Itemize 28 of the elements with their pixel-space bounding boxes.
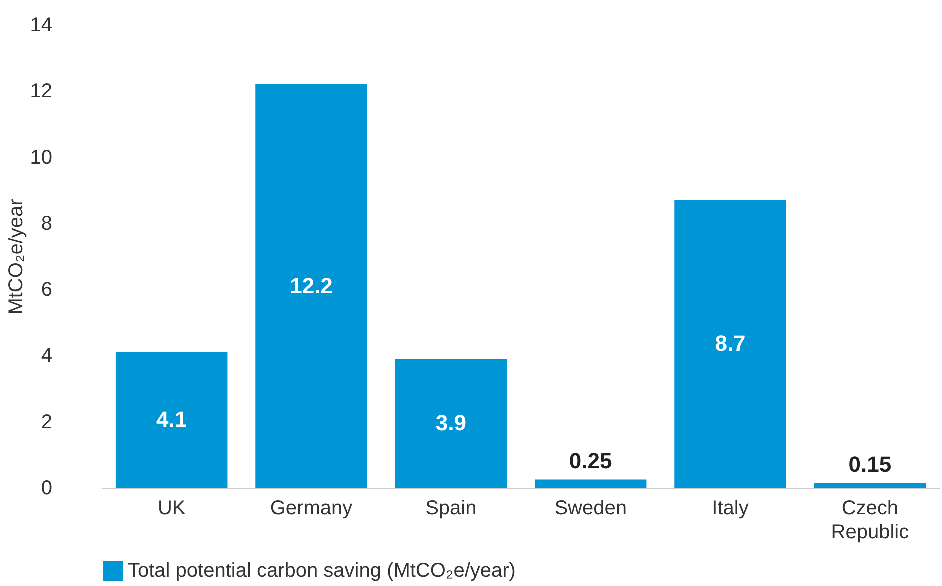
bar [256, 84, 368, 488]
y-tick-label: 0 [41, 478, 52, 500]
y-tick-label: 6 [41, 279, 52, 302]
bar [534, 480, 647, 488]
y-tick-label: 2 [41, 411, 52, 434]
data-label: 0.25 [569, 448, 612, 474]
y-tick-label: 8 [41, 212, 52, 235]
data-label: 3.9 [436, 410, 466, 436]
data-label: 4.1 [156, 407, 188, 432]
x-tick-label: Italy [712, 498, 749, 520]
x-tick-label: Spain [426, 498, 477, 520]
data-label: 8.7 [715, 331, 746, 356]
data-label: 0.15 [848, 452, 892, 478]
bar [674, 200, 786, 488]
y-tick-label: 10 [30, 146, 52, 169]
bar [395, 359, 508, 488]
bar [116, 352, 228, 488]
y-axis-title: MtCO₂e/year [5, 198, 28, 315]
y-tick-label: 12 [30, 80, 52, 103]
legend-label: Total potential carbon saving (MtCO₂e/year) [128, 560, 516, 582]
y-tick-label: 14 [30, 14, 52, 36]
x-tick-label: Sweden [554, 498, 627, 520]
data-label: 12.2 [290, 273, 333, 298]
bar [814, 483, 926, 488]
x-tick-label: UK [158, 498, 186, 520]
y-tick-label: 4 [41, 345, 52, 368]
x-tick-label: Germany [270, 498, 353, 520]
x-tick-label: Czech Republic [831, 498, 910, 544]
